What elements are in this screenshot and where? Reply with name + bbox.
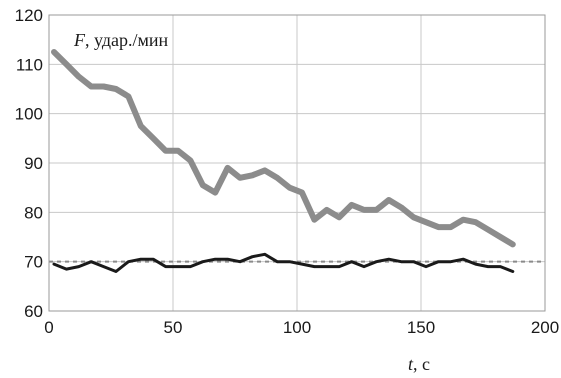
- x-tick-label-0: 0: [44, 318, 53, 337]
- y-axis-label: F, удар./мин: [73, 30, 169, 50]
- x-axis-unit: , с: [413, 354, 430, 374]
- x-tick-label-100: 100: [283, 318, 311, 337]
- x-tick-label-200: 200: [531, 318, 559, 337]
- y-tick-labels: 60 70 80 90 100 110 120: [15, 6, 43, 321]
- x-tick-labels: 0 50 100 150 200: [44, 318, 559, 337]
- y-tick-label-80: 80: [24, 203, 43, 222]
- x-tick-label-50: 50: [164, 318, 183, 337]
- series-group: [51, 49, 516, 273]
- x-axis-label: t, с: [408, 354, 430, 374]
- x-tick-label-150: 150: [407, 318, 435, 337]
- y-axis-symbol: F: [73, 30, 86, 50]
- y-tick-label-100: 100: [15, 105, 43, 124]
- x-axis-symbol: t: [408, 354, 414, 374]
- y-tick-label-70: 70: [24, 253, 43, 272]
- y-tick-label-90: 90: [24, 154, 43, 173]
- y-tick-label-120: 120: [15, 6, 43, 25]
- y-tick-label-110: 110: [16, 55, 43, 74]
- plot-frame: [48, 14, 546, 312]
- series-line-2: [52, 252, 515, 273]
- series-line-1: [51, 49, 516, 248]
- y-axis-unit: , удар./мин: [85, 30, 169, 50]
- y-tick-label-60: 60: [24, 302, 43, 321]
